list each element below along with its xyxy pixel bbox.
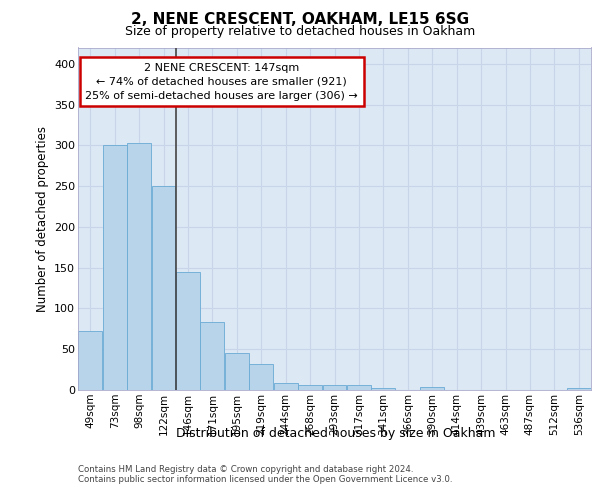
Y-axis label: Number of detached properties: Number of detached properties [35, 126, 49, 312]
Bar [420, 386, 444, 390]
Text: Distribution of detached houses by size in Oakham: Distribution of detached houses by size … [176, 428, 496, 440]
Text: Size of property relative to detached houses in Oakham: Size of property relative to detached ho… [125, 25, 475, 38]
Bar [371, 388, 395, 390]
Bar [298, 385, 322, 390]
Text: Contains HM Land Registry data © Crown copyright and database right 2024.: Contains HM Land Registry data © Crown c… [78, 465, 413, 474]
Bar [127, 143, 151, 390]
Bar [225, 354, 249, 390]
Bar [200, 322, 224, 390]
Text: Contains public sector information licensed under the Open Government Licence v3: Contains public sector information licen… [78, 475, 452, 484]
Bar [103, 146, 127, 390]
Bar [78, 332, 102, 390]
Bar [152, 186, 175, 390]
Bar [274, 382, 298, 390]
Bar [347, 385, 371, 390]
Bar [249, 364, 273, 390]
Bar [176, 272, 200, 390]
Bar [323, 385, 346, 390]
Text: 2 NENE CRESCENT: 147sqm
← 74% of detached houses are smaller (921)
25% of semi-d: 2 NENE CRESCENT: 147sqm ← 74% of detache… [85, 63, 358, 101]
Bar [567, 388, 591, 390]
Text: 2, NENE CRESCENT, OAKHAM, LE15 6SG: 2, NENE CRESCENT, OAKHAM, LE15 6SG [131, 12, 469, 28]
